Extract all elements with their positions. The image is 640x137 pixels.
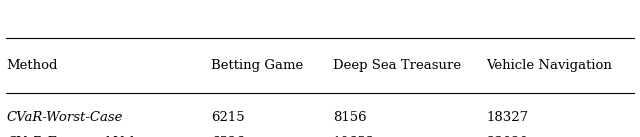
Text: Deep Sea Treasure: Deep Sea Treasure bbox=[333, 59, 461, 72]
Text: Vehicle Navigation: Vehicle Navigation bbox=[486, 59, 612, 72]
Text: 18327: 18327 bbox=[486, 111, 529, 124]
Text: 8156: 8156 bbox=[333, 111, 367, 124]
Text: Betting Game: Betting Game bbox=[211, 59, 303, 72]
Text: Method: Method bbox=[6, 59, 58, 72]
Text: 6526: 6526 bbox=[211, 136, 245, 137]
Text: 10653: 10653 bbox=[333, 136, 375, 137]
Text: 23020: 23020 bbox=[486, 136, 529, 137]
Text: CVaR-Expected-Value: CVaR-Expected-Value bbox=[6, 136, 150, 137]
Text: CVaR-Worst-Case: CVaR-Worst-Case bbox=[6, 111, 123, 124]
Text: 6215: 6215 bbox=[211, 111, 245, 124]
